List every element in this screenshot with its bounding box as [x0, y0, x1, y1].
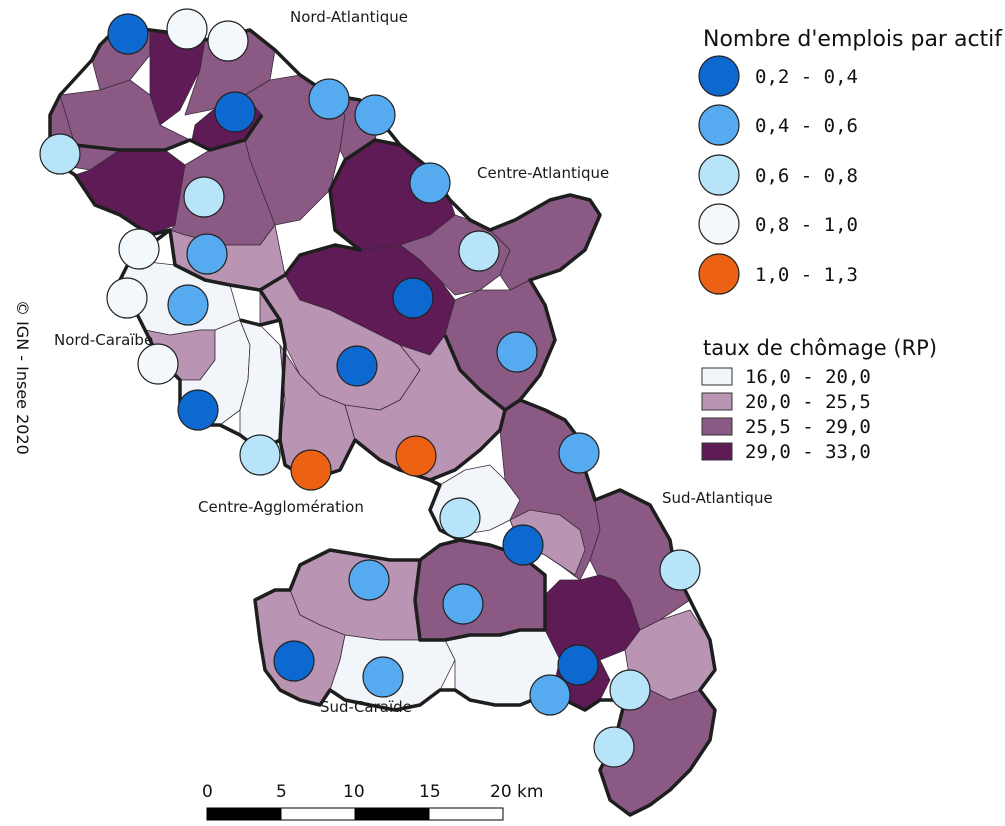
emplois-bubble	[137, 343, 179, 385]
emplois-bubble	[609, 669, 651, 711]
scale-tick-label: 5	[276, 782, 287, 802]
legend-emplois-label: 1,0 - 1,3	[755, 264, 858, 286]
region-label-centre-agglomeration: Centre-Agglomération	[198, 498, 364, 516]
emplois-bubble	[502, 524, 544, 566]
emplois-bubble	[496, 331, 538, 373]
legend-emplois-label: 0,2 - 0,4	[755, 66, 858, 88]
emplois-bubble	[290, 449, 332, 491]
emplois-bubble	[659, 549, 701, 591]
emplois-bubble	[529, 674, 571, 716]
legend-emplois-swatch	[698, 154, 740, 196]
emplois-bubble	[354, 94, 396, 136]
emplois-bubble	[183, 176, 225, 218]
legend-emplois-label: 0,6 - 0,8	[755, 165, 858, 187]
legend-chomage-swatch	[701, 392, 733, 411]
emplois-bubble	[214, 91, 256, 133]
emplois-bubble	[458, 230, 500, 272]
region-label-nord-atlantique: Nord-Atlantique	[290, 8, 408, 26]
scale-segment	[206, 807, 282, 821]
legend-chomage-swatch	[701, 417, 733, 436]
emplois-bubble	[106, 277, 148, 319]
emplois-bubble	[273, 640, 315, 682]
emplois-bubble	[593, 726, 635, 768]
emplois-bubble	[39, 133, 81, 175]
emplois-bubble	[392, 277, 434, 319]
emplois-bubble	[558, 432, 600, 474]
legend-chomage: taux de chômage (RP) 16,0 - 20,0 20,0 - …	[701, 336, 937, 463]
emplois-bubble	[177, 389, 219, 431]
legend-emplois-label: 0,4 - 0,6	[755, 115, 858, 137]
scale-tick-label: 15	[419, 782, 441, 802]
emplois-bubble	[442, 583, 484, 625]
emplois-bubble	[239, 434, 281, 476]
emplois-bubble	[118, 228, 160, 270]
scale-tick-label: 20 km	[490, 782, 543, 802]
legend-chomage-label: 25,5 - 29,0	[745, 416, 871, 438]
region-label-sud-caraibe: Sud-Caraïde	[320, 698, 412, 716]
emplois-bubble	[166, 8, 208, 50]
legend-chomage-title: taux de chômage (RP)	[703, 336, 937, 360]
scale-segment	[428, 807, 504, 821]
region-labels: Nord-Atlantique Centre-Atlantique Nord-C…	[54, 8, 773, 716]
legend-chomage-swatch	[701, 367, 733, 386]
emplois-bubble	[107, 13, 149, 55]
emplois-bubble	[207, 20, 249, 62]
legend-emplois-label: 0,8 - 1,0	[755, 214, 858, 236]
legend-emplois-title: Nombre d'emplois par actif	[703, 27, 1003, 52]
legend-chomage-swatch	[701, 442, 733, 461]
region-label-centre-atlantique: Centre-Atlantique	[477, 164, 609, 182]
emplois-bubble	[186, 233, 228, 275]
emplois-bubble	[409, 162, 451, 204]
bubbles-layer	[39, 8, 701, 768]
emplois-bubble	[395, 435, 437, 477]
legend-emplois-swatch	[698, 203, 740, 245]
legend-emplois-swatch	[698, 104, 740, 146]
scale-segment	[280, 807, 356, 821]
scale-tick-label: 0	[202, 782, 213, 802]
emplois-bubble	[308, 78, 350, 120]
emplois-bubble	[362, 656, 404, 698]
legend-chomage-label: 29,0 - 33,0	[745, 441, 871, 463]
region-label-sud-atlantique: Sud-Atlantique	[662, 489, 773, 507]
legend-chomage-label: 20,0 - 25,5	[745, 391, 871, 413]
region-label-nord-caraibe: Nord-Caraïbe	[54, 331, 153, 349]
legend-emplois-swatch	[698, 253, 740, 295]
emplois-bubble	[348, 559, 390, 601]
emplois-bubble	[439, 497, 481, 539]
emplois-bubble	[167, 284, 209, 326]
scale-tick-label: 10	[343, 782, 365, 802]
scale-bar: 0 5 10 15 20 km	[202, 782, 543, 821]
emplois-bubble	[336, 345, 378, 387]
emplois-bubble	[557, 644, 599, 686]
scale-segment	[354, 807, 430, 821]
legend-emplois-swatch	[698, 55, 740, 97]
credit-text: © IGN - Insee 2020	[13, 300, 32, 455]
legend-emplois: Nombre d'emplois par actif 0,2 - 0,4 0,4…	[698, 27, 1003, 295]
legend-chomage-label: 16,0 - 20,0	[745, 366, 871, 388]
